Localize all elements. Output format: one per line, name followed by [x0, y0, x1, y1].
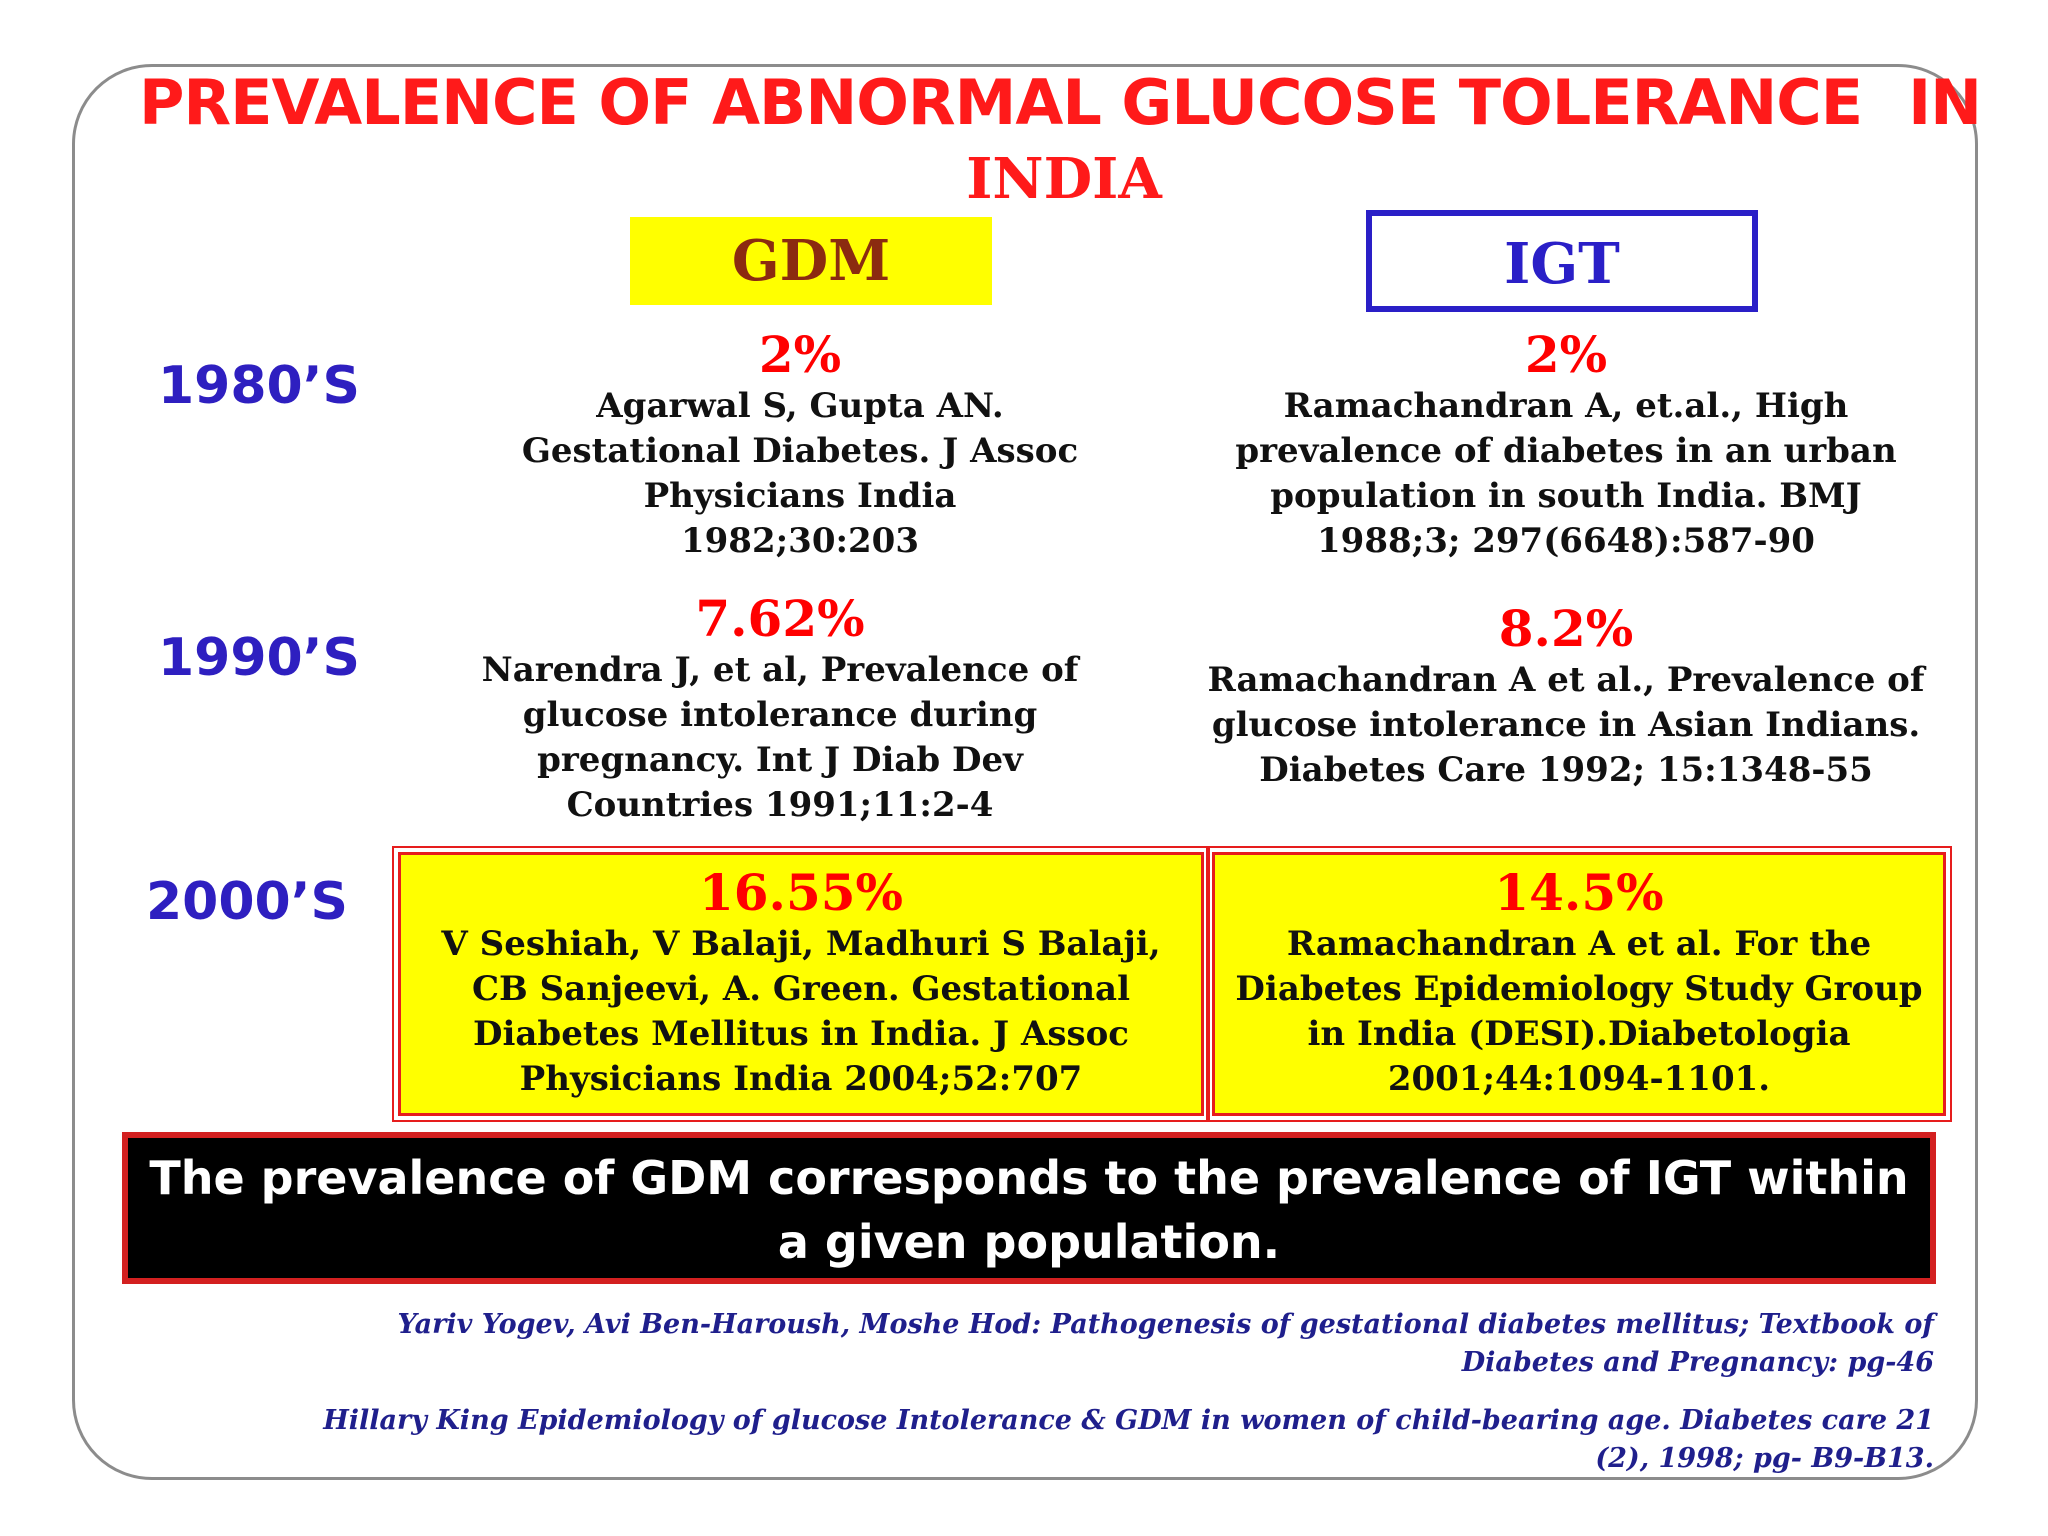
igt-reference-line: in India (DESI).Diabetologia: [1307, 1014, 1851, 1054]
gdm-highlight-box-2000s: [392, 846, 1210, 1122]
decade-label-1990s: 1990’S: [158, 628, 360, 688]
igt-percent-1990s: 8.2%: [1498, 599, 1634, 658]
title-line1-part2: IN: [1908, 66, 1982, 139]
gdm-column-header: GDM: [630, 217, 992, 305]
igt-cell-1990s: 8.2% Ramachandran A et al., Prevalence o…: [1186, 600, 1946, 793]
gdm-reference-line: glucose intolerance during: [522, 695, 1038, 735]
gdm-percent-2000s: 16.55%: [698, 863, 904, 922]
gdm-reference-line: Diabetes Mellitus in India. J Assoc: [472, 1014, 1130, 1054]
igt-reference-line: glucose intolerance in Asian Indians.: [1211, 705, 1921, 745]
conclusion-line: a given population.: [777, 1215, 1281, 1269]
igt-reference-line: Ramachandran A et al. For the: [1286, 924, 1872, 964]
gdm-reference-line: Countries 1991;11:2-4: [566, 785, 994, 825]
conclusion-banner: The prevalence of GDM corresponds to the…: [122, 1132, 1936, 1284]
gdm-reference-line: Narendra J, et al, Prevalence of: [481, 650, 1079, 690]
gdm-reference-line: Physicians India 2004;52:707: [519, 1059, 1083, 1099]
igt-column-header: IGT: [1366, 210, 1758, 312]
gdm-reference-line: Gestational Diabetes. J Assoc: [521, 431, 1079, 471]
gdm-reference-line: V Seshiah, V Balaji, Madhuri S Balaji,: [441, 924, 1161, 964]
gdm-reference-line: pregnancy. Int J Diab Dev: [537, 740, 1023, 780]
igt-cell-1980s: 2% Ramachandran A, et.al., High prevalen…: [1196, 326, 1936, 564]
gdm-percent-1980s: 2%: [758, 325, 842, 384]
igt-reference-line: Diabetes Care 1992; 15:1348-55: [1259, 750, 1873, 790]
title-line1-part1: PREVALENCE OF ABNORMAL GLUCOSE TOLERANCE: [138, 66, 1863, 139]
gdm-cell-2000s: 16.55% V Seshiah, V Balaji, Madhuri S Ba…: [398, 864, 1204, 1102]
gdm-cell-1980s: 2% Agarwal S, Gupta AN. Gestational Diab…: [470, 326, 1130, 564]
igt-highlight-box-2000s: [1206, 846, 1952, 1122]
slide-title-line2: INDIA: [966, 146, 1162, 212]
citation-king: Hillary King Epidemiology of glucose Int…: [323, 1402, 1934, 1478]
igt-reference-line: population in south India. BMJ: [1270, 476, 1862, 516]
igt-reference-line: Ramachandran A et al., Prevalence of: [1207, 660, 1925, 700]
slide-title: PREVALENCE OF ABNORMAL GLUCOSE TOLERANCE…: [72, 66, 2048, 139]
citation-line: (2), 1998; pg- B9-B13.: [1595, 1443, 1934, 1474]
decade-label-1980s: 1980’S: [158, 356, 360, 416]
igt-reference-line: 2001;44:1094-1101.: [1387, 1059, 1771, 1099]
gdm-cell-1990s: 7.62% Narendra J, et al, Prevalence of g…: [440, 590, 1120, 828]
igt-reference-line: 1988;3; 297(6648):587-90: [1317, 521, 1815, 561]
gdm-reference-line: CB Sanjeevi, A. Green. Gestational: [471, 969, 1131, 1009]
citation-yogev: Yariv Yogev, Avi Ben-Haroush, Moshe Hod:…: [398, 1306, 1935, 1382]
igt-reference-line: prevalence of diabetes in an urban: [1235, 431, 1897, 471]
gdm-reference-line: 1982;30:203: [680, 521, 920, 561]
citation-line: Hillary King Epidemiology of glucose Int…: [323, 1405, 1934, 1436]
igt-reference-line: Diabetes Epidemiology Study Group: [1235, 969, 1923, 1009]
igt-reference-line: Ramachandran A, et.al., High: [1283, 386, 1849, 426]
decade-label-2000s: 2000’S: [146, 872, 348, 932]
gdm-percent-1990s: 7.62%: [695, 589, 865, 648]
igt-percent-2000s: 14.5%: [1494, 863, 1664, 922]
citation-line: Diabetes and Pregnancy: pg-46: [1461, 1347, 1934, 1378]
citation-line: Yariv Yogev, Avi Ben-Haroush, Moshe Hod:…: [397, 1309, 1935, 1340]
gdm-reference-line: Agarwal S, Gupta AN.: [596, 386, 1004, 426]
gdm-reference-line: Physicians India: [643, 476, 957, 516]
conclusion-line: The prevalence of GDM corresponds to the…: [149, 1151, 1909, 1205]
igt-cell-2000s: 14.5% Ramachandran A et al. For the Diab…: [1212, 864, 1946, 1102]
igt-percent-1980s: 2%: [1524, 325, 1608, 384]
